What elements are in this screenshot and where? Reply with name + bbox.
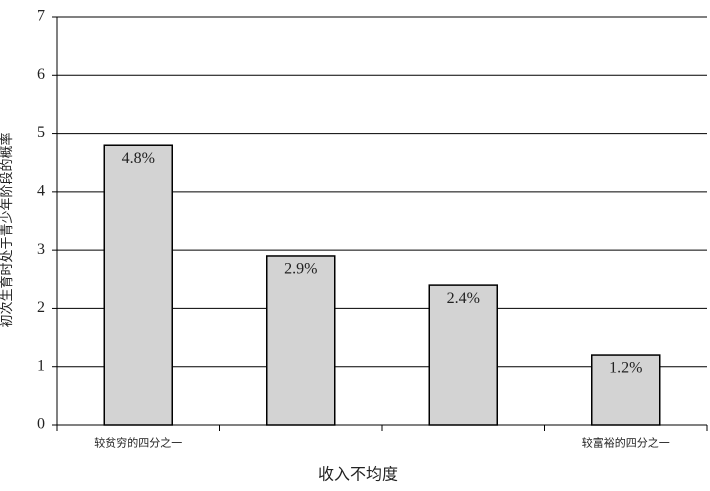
value-label: 1.2% (609, 360, 642, 377)
x-axis-title: 收入不均度 (318, 466, 398, 484)
bar (428, 284, 498, 426)
bar (266, 255, 336, 426)
y-tick-label: 1 (37, 357, 45, 374)
value-label: 2.9% (284, 261, 317, 278)
y-tick-label: 5 (37, 124, 45, 141)
y-axis-title: 初次生育时处于青少年阶段的概率 (0, 132, 14, 327)
value-label: 4.8% (122, 150, 155, 167)
y-tick-label: 7 (37, 8, 45, 25)
y-tick-label: 2 (37, 299, 45, 316)
x-tick-label: 较富裕的四分之一 (582, 436, 670, 450)
y-tick-label: 6 (37, 66, 45, 83)
bar (103, 144, 173, 426)
y-tick-label: 3 (37, 241, 45, 258)
x-tick-label: 较贫穷的四分之一 (94, 436, 182, 450)
y-tick-label: 0 (37, 416, 45, 433)
value-label: 2.4% (447, 290, 480, 307)
y-tick-label: 4 (37, 183, 45, 200)
bar (591, 354, 661, 426)
